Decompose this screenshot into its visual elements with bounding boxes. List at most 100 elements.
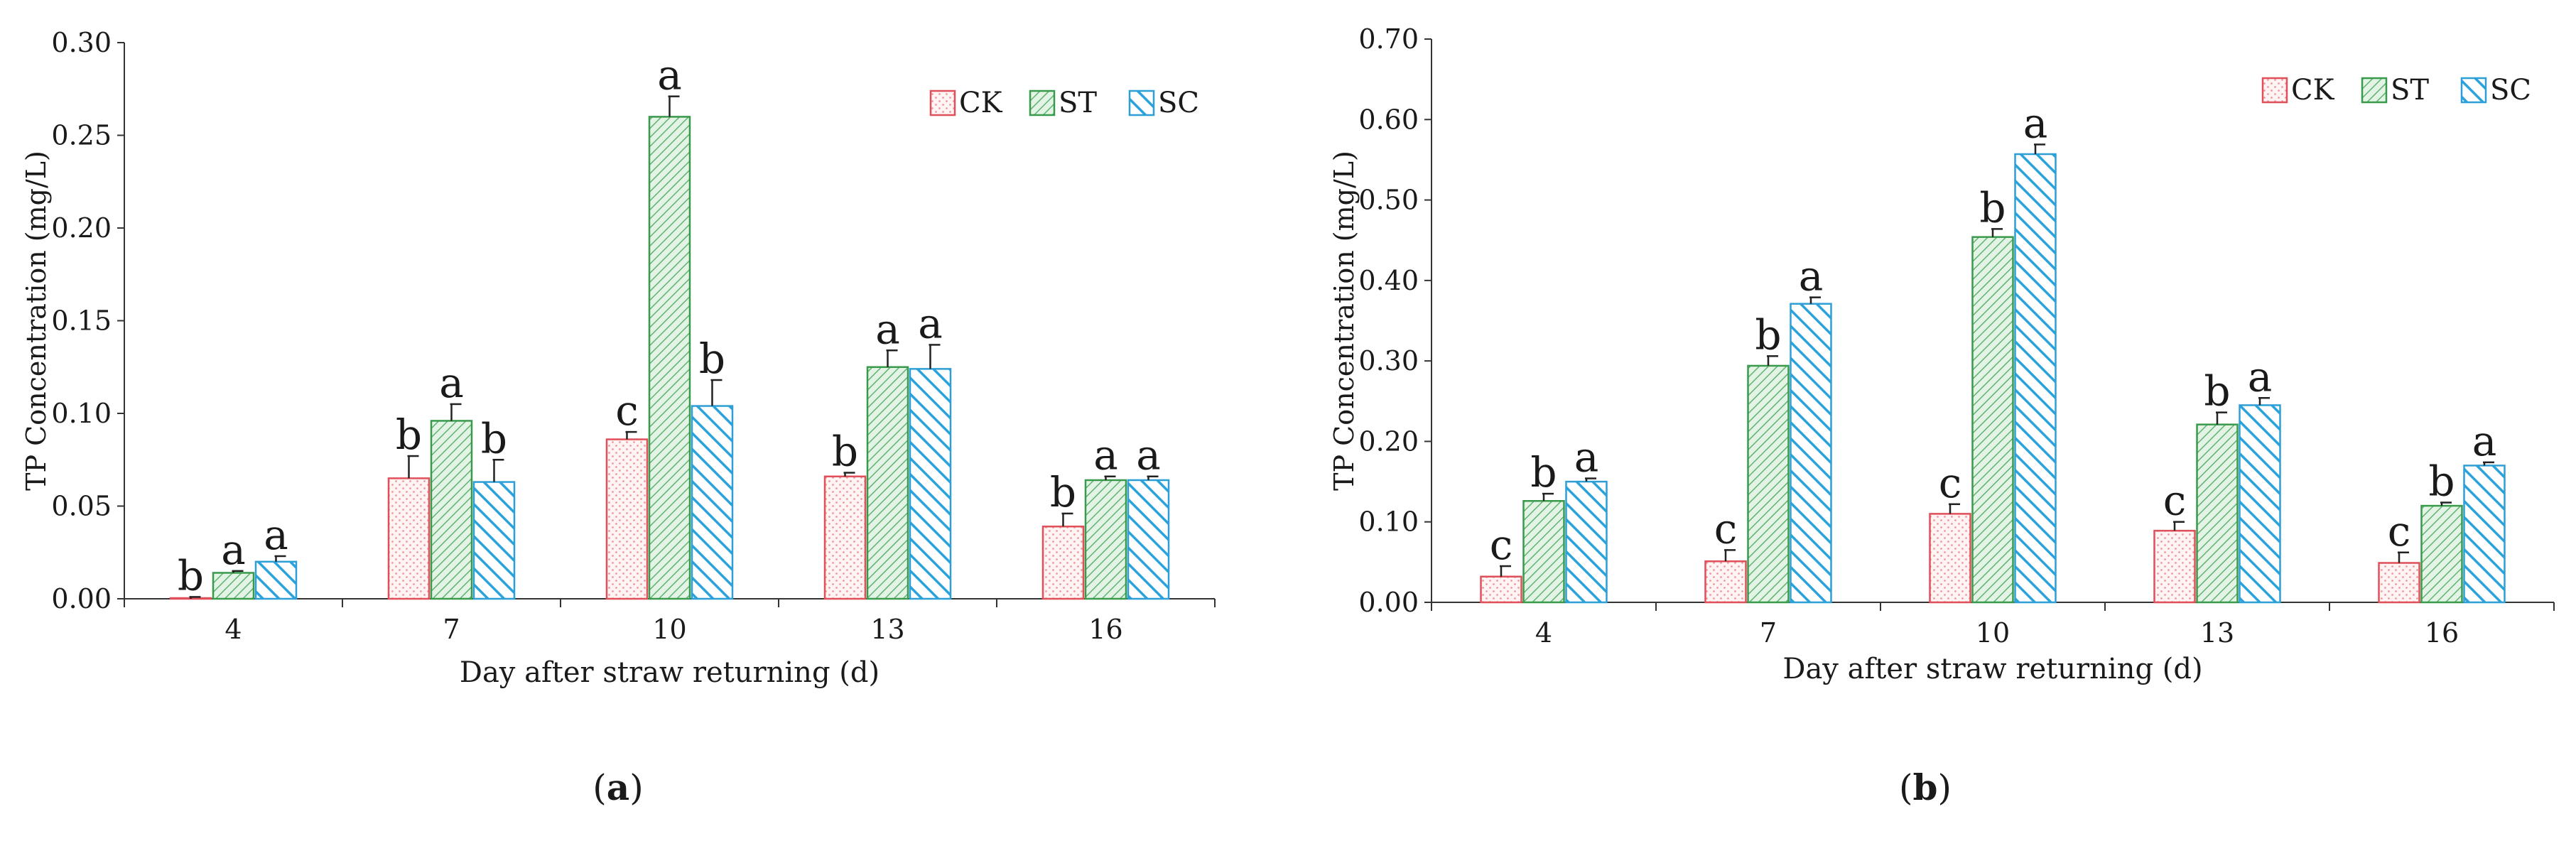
b-y-tick-label: 0.00 [1358, 587, 1419, 618]
b-significance-letter-ST-day-10: b [1979, 183, 2006, 232]
a-legend-label-SC: SC [1158, 87, 1199, 119]
a-x-tick-label: 16 [1088, 614, 1122, 645]
a-legend-label-ST: ST [1059, 87, 1097, 119]
a-significance-letter-ST-day-16: a [1093, 431, 1118, 479]
b-significance-letter-CK-day-13: c [2163, 477, 2186, 525]
b-y-tick-label: 0.10 [1358, 506, 1419, 538]
a-significance-letter-CK-day-13: b [832, 428, 858, 476]
a-y-tick-label: 0.15 [51, 305, 112, 337]
a-significance-letter-CK-day-10: c [615, 386, 638, 435]
b-x-tick-label: 16 [2425, 617, 2459, 649]
a-x-tick-label: 10 [652, 614, 686, 645]
b-y-tick-label: 0.40 [1358, 265, 1419, 296]
a-bar-ST-day-16 [1084, 479, 1127, 600]
a-significance-letter-SC-day-4: a [264, 511, 288, 559]
b-x-tick-label: 10 [1976, 617, 2010, 649]
b-bar-ST-day-10 [1971, 236, 2014, 604]
b-bar-ST-day-7 [1747, 364, 1790, 604]
a-significance-letter-SC-day-13: a [918, 299, 943, 347]
b-bar-CK-day-13 [2153, 529, 2196, 604]
b-y-tick-label: 0.50 [1358, 185, 1419, 216]
b-bar-CK-day-4 [1480, 575, 1522, 604]
a-significance-letter-SC-day-7: b [481, 414, 507, 462]
b-significance-letter-ST-day-4: b [1530, 448, 1557, 497]
a-legend-swatch-ST [1029, 89, 1056, 116]
b-legend-label-CK: CK [2291, 74, 2335, 107]
a-bar-SC-day-7 [472, 481, 516, 600]
b-legend-swatch-ST [2361, 77, 2388, 104]
b-x-tick-label: 4 [1535, 617, 1552, 649]
a-x-axis-title: Day after straw returning (d) [460, 656, 880, 689]
a-y-axis-title: TP Concentration (mg/L) [21, 151, 52, 491]
a-legend-label-CK: CK [959, 87, 1003, 119]
b-x-axis-title: Day after straw returning (d) [1782, 653, 2202, 685]
a-bar-SC-day-13 [909, 368, 952, 600]
b-significance-letter-SC-day-7: a [1799, 252, 1824, 300]
a-bar-SC-day-10 [691, 405, 734, 600]
panel-b-caption: (b) [1899, 766, 1952, 808]
b-significance-letter-CK-day-4: c [1490, 521, 1512, 569]
b-significance-letter-CK-day-7: c [1714, 504, 1737, 553]
b-x-tick-label: 7 [1760, 617, 1777, 649]
a-significance-letter-CK-day-16: b [1050, 468, 1076, 516]
a-bar-ST-day-7 [430, 420, 473, 600]
a-x-tick-label: 13 [870, 614, 904, 645]
b-bar-CK-day-10 [1929, 513, 1971, 604]
b-y-tick-label: 0.60 [1358, 104, 1419, 135]
b-legend-swatch-SC [2460, 77, 2487, 104]
panel-a-chart: 0.00 0.05 0.10 0.15 0.20 0.25 0.30 4 7 10 13 16 TP C… [21, 27, 1216, 689]
a-legend-swatch-SC [1128, 89, 1155, 116]
b-significance-letter-CK-day-10: c [1939, 459, 1961, 507]
a-significance-letter-SC-day-10: b [699, 335, 725, 383]
b-bar-SC-day-13 [2239, 404, 2281, 604]
b-y-tick-label: 0.70 [1358, 23, 1419, 55]
a-bar-CK-day-7 [387, 477, 431, 600]
a-significance-letter-ST-day-13: a [875, 305, 900, 353]
a-bar-SC-day-16 [1127, 479, 1170, 600]
a-x-tick-label: 7 [443, 614, 460, 645]
a-bar-ST-day-13 [866, 366, 909, 600]
a-bar-CK-day-13 [823, 475, 867, 600]
b-significance-letter-ST-day-7: b [1755, 310, 1781, 359]
b-significance-letter-SC-day-16: a [2472, 417, 2497, 465]
a-bar-CK-day-16 [1041, 525, 1085, 600]
b-x-tick-label: 13 [2200, 617, 2234, 649]
a-significance-letter-CK-day-7: b [396, 411, 422, 459]
a-y-tick-label: 0.20 [51, 212, 112, 244]
b-bar-SC-day-10 [2014, 153, 2057, 604]
a-bar-CK-day-10 [605, 438, 649, 600]
b-bar-SC-day-4 [1565, 480, 1608, 604]
panel-b-caption-letter: b [1913, 766, 1938, 808]
b-bar-CK-day-7 [1704, 560, 1747, 604]
a-y-tick-label: 0.25 [51, 120, 112, 151]
a-significance-letter-SC-day-16: a [1136, 431, 1161, 479]
b-legend-swatch-CK [2261, 77, 2288, 104]
b-bar-ST-day-13 [2196, 423, 2239, 604]
a-y-tick-label: 0.30 [51, 27, 112, 58]
a-bar-SC-day-4 [254, 560, 298, 600]
a-significance-letter-ST-day-10: a [657, 51, 682, 99]
b-significance-letter-ST-day-13: b [2204, 367, 2230, 416]
b-y-axis-title: TP Concentration (mg/L) [1328, 151, 1360, 491]
a-x-tick-label: 4 [224, 614, 242, 645]
b-significance-letter-CK-day-16: c [2388, 507, 2410, 555]
b-significance-letter-ST-day-16: b [2428, 457, 2455, 506]
b-legend-label-ST: ST [2391, 74, 2429, 107]
b-bar-ST-day-16 [2420, 504, 2463, 604]
b-legend-label-SC: SC [2490, 74, 2531, 107]
b-y-tick-label: 0.30 [1358, 345, 1419, 376]
b-bar-SC-day-7 [1790, 303, 1832, 604]
a-significance-letter-ST-day-4: a [221, 526, 246, 574]
b-bar-ST-day-4 [1522, 500, 1565, 604]
a-bar-ST-day-4 [212, 572, 255, 600]
panel-b-chart: 0.00 0.10 0.20 0.30 0.40 0.50 0.60 0.70 4 7 10 13 16… [1328, 23, 2555, 685]
b-bar-CK-day-16 [2378, 562, 2420, 604]
a-legend-swatch-CK [929, 89, 956, 116]
a-y-tick-label: 0.10 [51, 398, 112, 429]
a-significance-letter-ST-day-7: a [439, 359, 464, 407]
b-significance-letter-SC-day-10: a [2023, 99, 2048, 147]
a-bar-ST-day-10 [648, 116, 691, 600]
panel-a-caption-letter: a [607, 766, 629, 808]
b-significance-letter-SC-day-4: a [1574, 433, 1599, 482]
